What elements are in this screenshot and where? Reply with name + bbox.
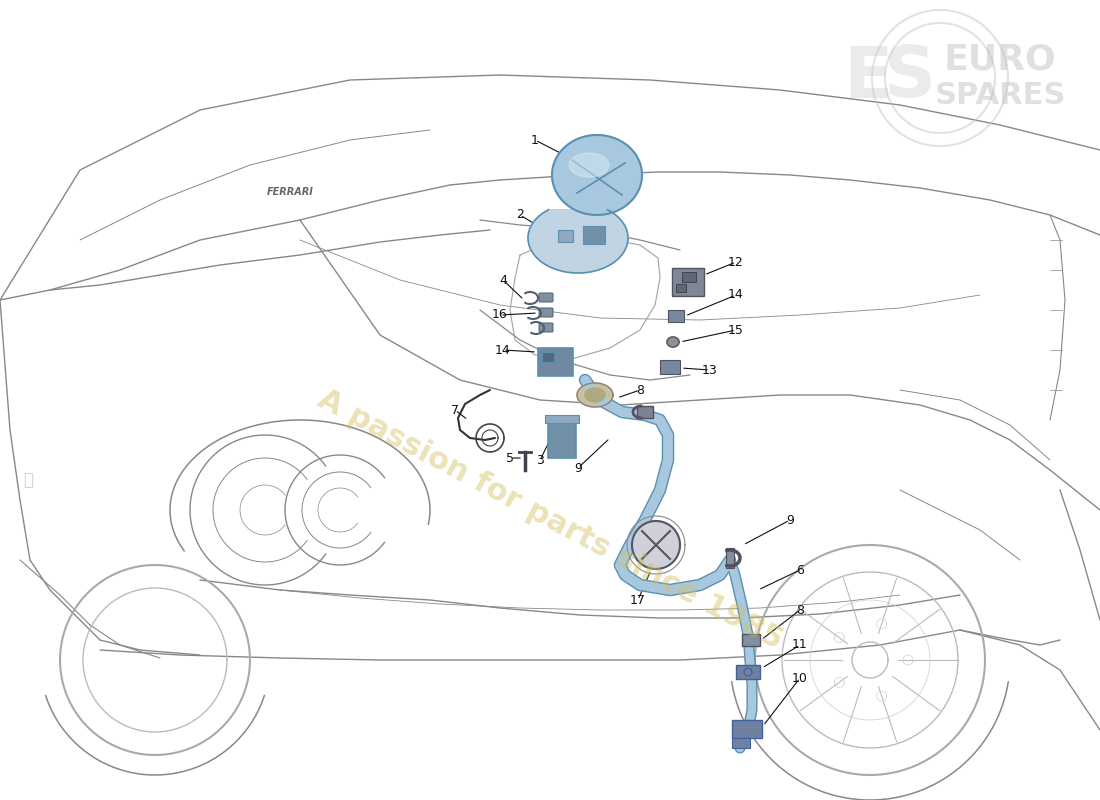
Bar (544, 415, 579, 423)
Bar (742, 634, 760, 646)
Text: 3: 3 (536, 454, 543, 466)
Bar (732, 738, 750, 748)
Text: A passion for parts since 1985: A passion for parts since 1985 (312, 385, 788, 655)
Bar (676, 284, 686, 292)
FancyBboxPatch shape (539, 308, 553, 317)
Text: 8: 8 (796, 603, 804, 617)
Text: 9: 9 (786, 514, 794, 526)
Bar (542, 352, 554, 362)
Text: 15: 15 (728, 323, 744, 337)
Bar (732, 720, 762, 738)
Bar (538, 348, 573, 376)
Text: 1: 1 (531, 134, 539, 146)
Text: 14: 14 (495, 343, 510, 357)
Bar (736, 665, 760, 679)
Polygon shape (552, 135, 642, 215)
Text: 11: 11 (792, 638, 807, 651)
Text: 9: 9 (574, 462, 582, 474)
Bar (660, 360, 680, 374)
Bar (637, 406, 653, 418)
Text: 14: 14 (728, 289, 744, 302)
Text: 2: 2 (516, 209, 524, 222)
Polygon shape (569, 153, 609, 177)
Polygon shape (667, 337, 679, 347)
Text: 16: 16 (492, 309, 508, 322)
Bar (583, 226, 605, 244)
Bar (682, 272, 696, 282)
Text: 17: 17 (630, 594, 646, 606)
Bar (548, 420, 576, 458)
FancyBboxPatch shape (539, 323, 553, 332)
FancyBboxPatch shape (539, 293, 553, 302)
Text: 7: 7 (451, 403, 459, 417)
Text: 10: 10 (792, 671, 807, 685)
Text: SPARES: SPARES (934, 81, 1066, 110)
Text: 5: 5 (506, 451, 514, 465)
Text: 🐴: 🐴 (23, 471, 33, 489)
Text: 13: 13 (702, 363, 718, 377)
Text: 12: 12 (728, 255, 744, 269)
Polygon shape (578, 383, 613, 407)
Text: 6: 6 (796, 563, 804, 577)
Text: EURO: EURO (944, 43, 1056, 77)
Bar (672, 268, 704, 296)
Text: 4: 4 (499, 274, 507, 286)
Polygon shape (632, 521, 680, 569)
Polygon shape (528, 210, 628, 273)
Bar (558, 230, 573, 242)
Polygon shape (585, 388, 605, 402)
Bar (668, 310, 684, 322)
Text: 8: 8 (636, 383, 644, 397)
Bar (726, 548, 734, 568)
Text: E: E (844, 43, 893, 113)
Text: FERRARI: FERRARI (266, 187, 314, 197)
Text: S: S (884, 43, 936, 113)
